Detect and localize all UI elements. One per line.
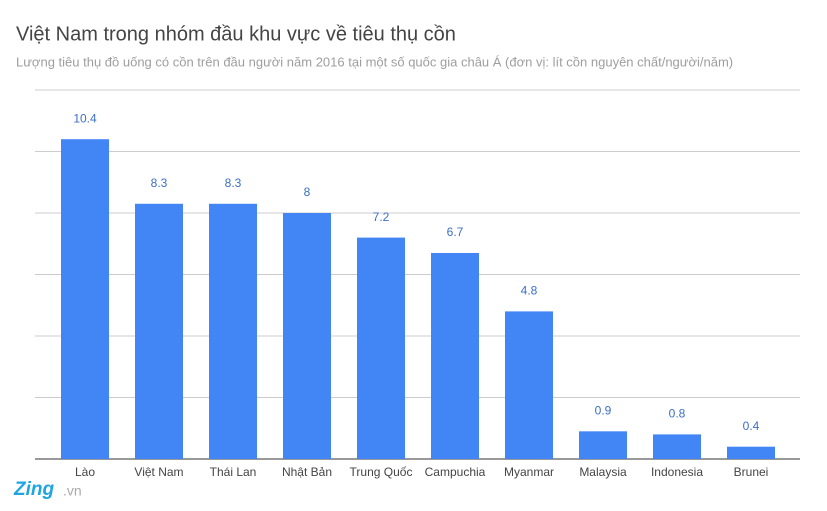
x-tick-label: Campuchia (425, 465, 486, 479)
bar (579, 431, 627, 459)
x-tick-label: Trung Quốc (350, 465, 413, 479)
x-tick-label: Myanmar (504, 465, 554, 479)
value-label: 6.7 (447, 225, 464, 239)
value-label: 8.3 (225, 176, 242, 190)
bar (505, 311, 553, 459)
bar (209, 203, 257, 459)
value-label: 0.8 (669, 407, 686, 421)
value-label: 7.2 (373, 210, 390, 224)
bar (727, 446, 775, 459)
chart-title: Việt Nam trong nhóm đầu khu vực về tiêu … (16, 23, 456, 45)
x-tick-label: Brunei (734, 465, 769, 479)
x-tick-label: Thái Lan (210, 465, 257, 479)
chart-subtitle: Lượng tiêu thụ đồ uống có cồn trên đầu n… (16, 54, 733, 69)
logo: Zing (13, 479, 54, 500)
x-tick-label: Nhật Bản (282, 465, 332, 479)
x-tick-label: Indonesia (651, 465, 703, 479)
bar (283, 213, 331, 459)
value-label: 0.4 (743, 419, 760, 433)
value-label: 8 (304, 185, 311, 199)
bar (357, 237, 405, 459)
x-tick-label: Lào (75, 465, 95, 479)
value-label: 0.9 (595, 403, 612, 417)
bar (61, 139, 109, 459)
value-label: 8.3 (151, 176, 168, 190)
value-label: 4.8 (521, 284, 538, 298)
bar (135, 203, 183, 459)
bar (653, 434, 701, 459)
x-tick-label: Việt Nam (134, 465, 183, 479)
x-tick-label: Malaysia (579, 465, 627, 479)
value-label: 10.4 (73, 111, 97, 125)
bar (431, 252, 479, 459)
logo-suffix: .vn (63, 483, 82, 499)
